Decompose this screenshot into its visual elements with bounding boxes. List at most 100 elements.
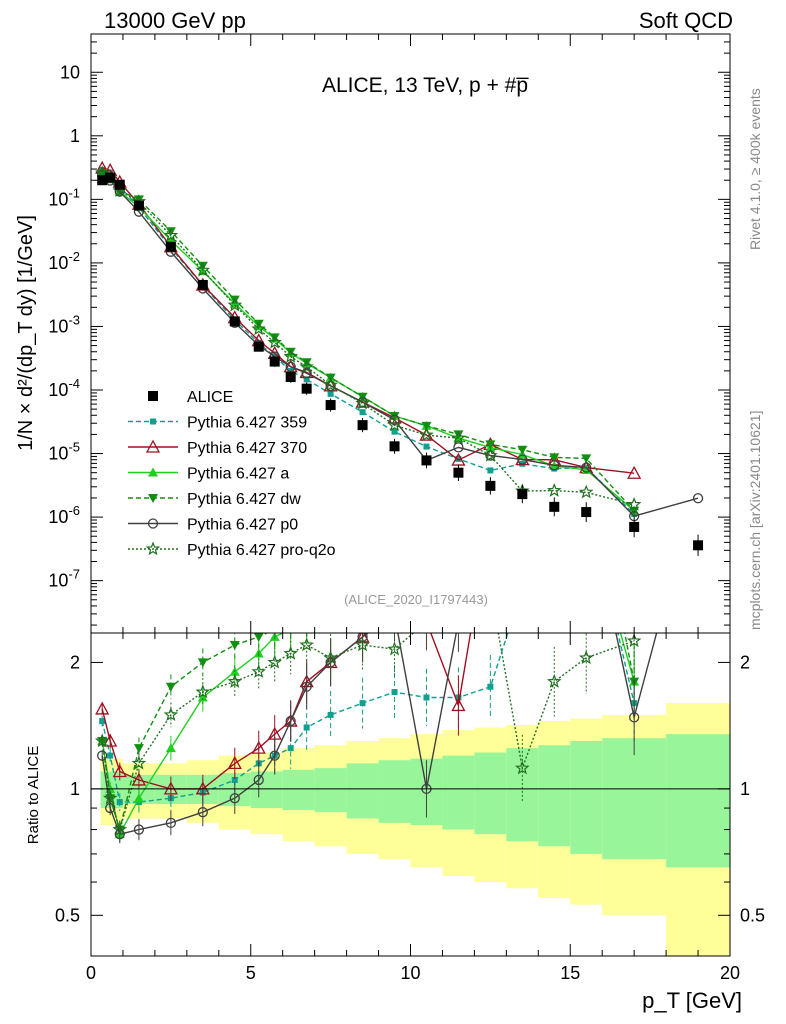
- ratio-marker-pythia-6-427-370: [131, 772, 147, 786]
- marker-pythia-6-427-359: [359, 409, 366, 416]
- ratio-marker-pythia-6-427-pro-q2o: [387, 641, 402, 656]
- ratio-marker-pythia-6-427-pro-q2o: [195, 684, 211, 699]
- marker-pythia-6-427-dw: [421, 421, 432, 431]
- ratio-marker-pythia-6-427-370: [251, 740, 266, 754]
- y-tick-label: 10-1: [48, 185, 80, 209]
- x-axis-label: p_T [GeV]: [642, 988, 742, 1013]
- marker-pythia-6-427-dw: [165, 227, 176, 237]
- ratio-marker-pythia-6-427-p0: [518, 556, 527, 565]
- legend-marker-pythia-6-427-370: [145, 439, 161, 453]
- ratio-marker-pythia-6-427-359: [99, 718, 106, 725]
- marker-pythia-6-427-359: [455, 455, 462, 462]
- ratio-band-inner: [570, 740, 603, 854]
- marker-pythia-6-427-dw: [301, 358, 312, 368]
- ratio-marker-pythia-6-427-p0: [133, 824, 145, 835]
- alice-point: [165, 241, 176, 252]
- ratio-y-tick-label: 0.5: [55, 905, 80, 925]
- ratio-marker-pythia-6-427-pro-q2o: [131, 755, 147, 770]
- ratio-marker-pythia-6-427-pro-q2o: [299, 637, 314, 652]
- ratio-marker-pythia-6-427-370: [516, 554, 528, 565]
- marker-pythia-6-427-dw: [581, 454, 592, 464]
- legend-label-pythia-6-427-370: Pythia 6.427 370: [187, 440, 307, 457]
- ratio-marker-pythia-6-427-pro-q2o: [626, 633, 642, 648]
- legend-label-pythia-6-427-a: Pythia 6.427 a: [187, 466, 289, 483]
- ratio-uncertainty-bands: [100, 703, 730, 956]
- side-text-rivet: Rivet 4.1.0, ≥ 400k events: [747, 88, 763, 250]
- plot-title: ALICE, 13 TeV, p + #p̅: [322, 74, 530, 97]
- header-left: 13000 GeV pp: [104, 8, 246, 33]
- alice-point: [693, 540, 704, 551]
- alice-point: [229, 316, 240, 327]
- ratio-marker-pythia-6-427-pro-q2o: [355, 637, 370, 652]
- y-tick-label: 10-3: [48, 312, 80, 336]
- ratio-band-inner: [378, 760, 411, 823]
- marker-pythia-6-427-p0: [325, 380, 336, 392]
- marker-pythia-6-427-359: [303, 376, 310, 383]
- ratio-marker-pythia-6-427-359: [287, 745, 294, 752]
- marker-pythia-6-427-p0: [581, 462, 592, 473]
- alice-point: [357, 420, 368, 431]
- ratio-marker-pythia-6-427-dw: [229, 641, 240, 651]
- analysis-tag: (ALICE_2020_I1797443): [344, 592, 488, 607]
- alice-point: [133, 200, 144, 211]
- ratio-band-inner: [666, 734, 730, 868]
- ratio-marker-pythia-6-427-370: [112, 764, 127, 778]
- ratio-marker-pythia-6-427-dw: [453, 532, 463, 541]
- ratio-marker-pythia-6-427-p0: [165, 817, 177, 828]
- y-tick-label: 10-2: [48, 249, 80, 273]
- legend-label-pythia-6-427-p0: Pythia 6.427 p0: [187, 517, 298, 534]
- legend-marker-alice: [148, 391, 158, 401]
- ratio-marker-pythia-6-427-370: [420, 616, 432, 627]
- ratio-band-inner: [282, 769, 315, 811]
- ratio-band-inner: [314, 768, 347, 813]
- ratio-marker-pythia-6-427-dw: [581, 430, 591, 439]
- ratio-marker-pythia-6-427-p0: [97, 750, 108, 761]
- legend-label-pythia-6-427-359: Pythia 6.427 359: [187, 415, 307, 432]
- marker-pythia-6-427-dw: [197, 261, 208, 271]
- ratio-marker-pythia-6-427-a: [165, 743, 176, 753]
- alice-point: [114, 179, 125, 190]
- ratio-band-inner: [442, 755, 475, 830]
- ratio-marker-pythia-6-427-p0: [629, 712, 640, 723]
- ratio-marker-pythia-6-427-dw: [133, 744, 144, 754]
- marker-pythia-6-427-p0: [301, 368, 312, 379]
- legend-label-pythia-6-427-dw: Pythia 6.427 dw: [187, 491, 301, 508]
- marker-pythia-6-427-pro-q2o: [578, 484, 594, 499]
- marker-pythia-6-427-370: [627, 465, 642, 479]
- alice-point: [197, 279, 208, 290]
- marker-pythia-6-427-dw: [133, 195, 144, 205]
- ratio-marker-pythia-6-427-pro-q2o: [515, 760, 530, 775]
- main-series: [94, 160, 704, 522]
- ratio-y-tick-label-right: 1: [740, 779, 750, 799]
- y-tick-label: 10-4: [48, 376, 80, 400]
- ratio-marker-pythia-6-427-359: [231, 776, 238, 783]
- ratio-marker-pythia-6-427-pro-q2o: [163, 707, 179, 722]
- x-tick-label: 15: [560, 963, 580, 983]
- marker-pythia-6-427-dw: [453, 430, 464, 440]
- series-line-pythia-6-427-p0: [101, 174, 699, 517]
- ratio-marker-pythia-6-427-p0: [454, 617, 463, 626]
- ratio-marker-pythia-6-427-359: [423, 694, 430, 701]
- ratio-y-tick-label-right: 0.5: [740, 905, 765, 925]
- ratio-band-inner: [538, 745, 571, 847]
- ratio-band-inner: [250, 771, 283, 809]
- y-tick-label: 10-5: [48, 440, 80, 464]
- marker-pythia-6-427-359: [327, 390, 334, 397]
- marker-pythia-6-427-pro-q2o: [299, 359, 314, 374]
- legend: ALICE Pythia 6.427 359 Pythia 6.427 370 Pyt…: [128, 389, 336, 559]
- ratio-marker-pythia-6-427-pro-q2o: [227, 673, 243, 688]
- marker-pythia-6-427-dw: [485, 440, 496, 450]
- ratio-marker-pythia-6-427-359: [107, 752, 114, 759]
- alice-point: [517, 489, 528, 500]
- ratio-marker-pythia-6-427-pro-q2o: [112, 821, 128, 836]
- marker-pythia-6-427-pro-q2o: [451, 430, 466, 445]
- marker-pythia-6-427-p0: [549, 460, 560, 471]
- ratio-marker-pythia-6-427-359: [303, 724, 310, 731]
- alice-point: [549, 501, 560, 512]
- marker-pythia-6-427-359: [487, 467, 494, 474]
- alice-point: [301, 383, 312, 394]
- marker-pythia-6-427-pro-q2o: [283, 348, 298, 363]
- y-axis-label-main: 1/N × d²/(dp_T dy) [1/GeV]: [15, 215, 37, 451]
- marker-pythia-6-427-370: [419, 427, 434, 441]
